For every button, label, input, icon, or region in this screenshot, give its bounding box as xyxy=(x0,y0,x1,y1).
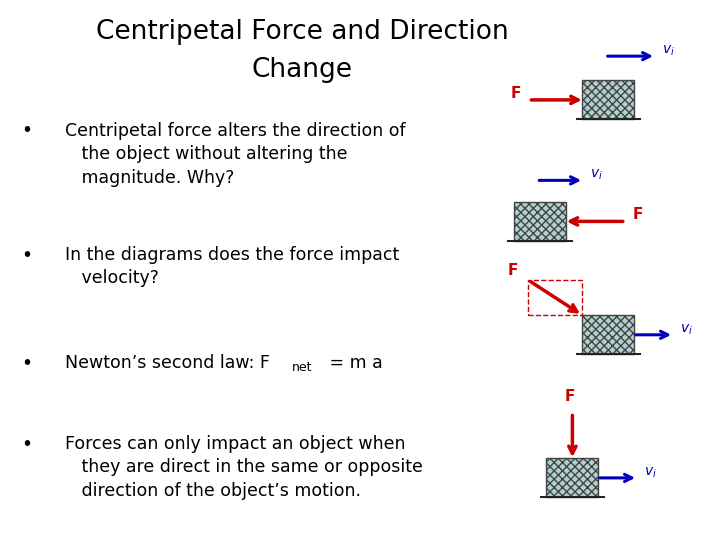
Text: Forces can only impact an object when
   they are direct in the same or opposite: Forces can only impact an object when th… xyxy=(65,435,423,500)
Text: •: • xyxy=(22,435,32,454)
Text: •: • xyxy=(22,246,32,265)
Text: Centripetal Force and Direction: Centripetal Force and Direction xyxy=(96,19,509,45)
Text: Change: Change xyxy=(252,57,353,83)
Text: $v_i$: $v_i$ xyxy=(680,322,693,336)
Text: = m a: = m a xyxy=(324,354,383,372)
Bar xyxy=(582,315,634,354)
Text: In the diagrams does the force impact
   velocity?: In the diagrams does the force impact ve… xyxy=(65,246,399,287)
Text: F: F xyxy=(633,207,643,222)
Text: Centripetal force alters the direction of
   the object without altering the
   : Centripetal force alters the direction o… xyxy=(65,122,405,187)
Text: $v_i$: $v_i$ xyxy=(644,465,657,480)
Text: $v_i$: $v_i$ xyxy=(662,44,675,58)
Bar xyxy=(528,280,582,315)
Bar xyxy=(582,80,634,119)
Text: Newton’s second law: F: Newton’s second law: F xyxy=(65,354,270,372)
Text: net: net xyxy=(292,361,312,374)
Text: $v_i$: $v_i$ xyxy=(590,168,603,182)
Text: F: F xyxy=(511,86,521,101)
Text: •: • xyxy=(22,122,32,140)
Text: F: F xyxy=(564,389,575,404)
Bar xyxy=(514,202,566,241)
Text: F: F xyxy=(508,263,518,278)
Text: •: • xyxy=(22,354,32,373)
Bar xyxy=(546,458,598,497)
